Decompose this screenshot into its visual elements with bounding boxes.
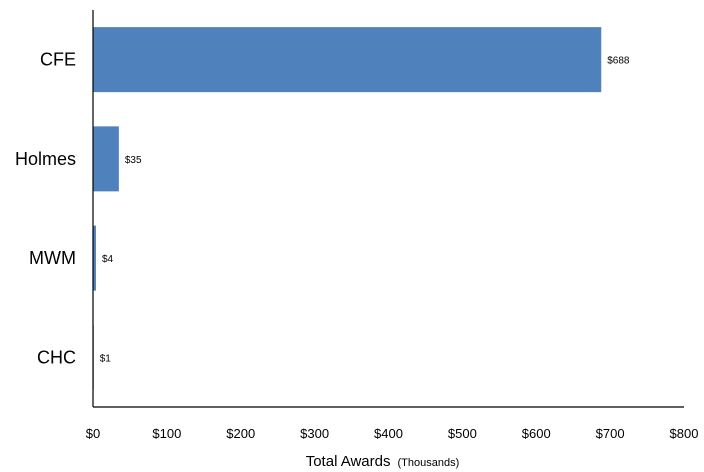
data-label-holmes: $35	[125, 155, 142, 166]
data-label-cfe: $688	[607, 56, 630, 67]
category-label-holmes: Holmes	[15, 149, 76, 169]
x-axis-title: Total Awards (Thousands)	[306, 453, 460, 470]
x-tick-label: $500	[448, 426, 477, 441]
data-labels: $688 $35 $4 $1	[100, 56, 630, 365]
x-tick-label: $700	[596, 426, 625, 441]
x-tick-label: $0	[86, 426, 100, 441]
x-tick-labels: $0 $100 $200 $300 $400 $500 $600 $700 $800	[86, 426, 699, 441]
x-tick-label: $300	[300, 426, 329, 441]
bar-cfe	[93, 27, 602, 93]
bar-mwm	[93, 225, 96, 291]
data-label-mwm: $4	[102, 254, 114, 265]
category-label-mwm: MWM	[29, 248, 76, 268]
x-tick-label: $100	[152, 426, 181, 441]
bar-holmes	[93, 126, 119, 192]
x-tick-label: $200	[226, 426, 255, 441]
x-tick-label: $800	[670, 426, 699, 441]
category-label-cfe: CFE	[40, 50, 76, 70]
category-labels: CFE Holmes MWM CHC	[15, 50, 76, 368]
category-label-chc: CHC	[37, 347, 76, 367]
bars-group	[93, 27, 602, 390]
data-label-chc: $1	[100, 353, 112, 364]
x-tick-label: $400	[374, 426, 403, 441]
x-axis-title-suffix: (Thousands)	[398, 457, 460, 469]
x-tick-label: $600	[522, 426, 551, 441]
x-axis-title-main: Total Awards	[306, 453, 391, 470]
